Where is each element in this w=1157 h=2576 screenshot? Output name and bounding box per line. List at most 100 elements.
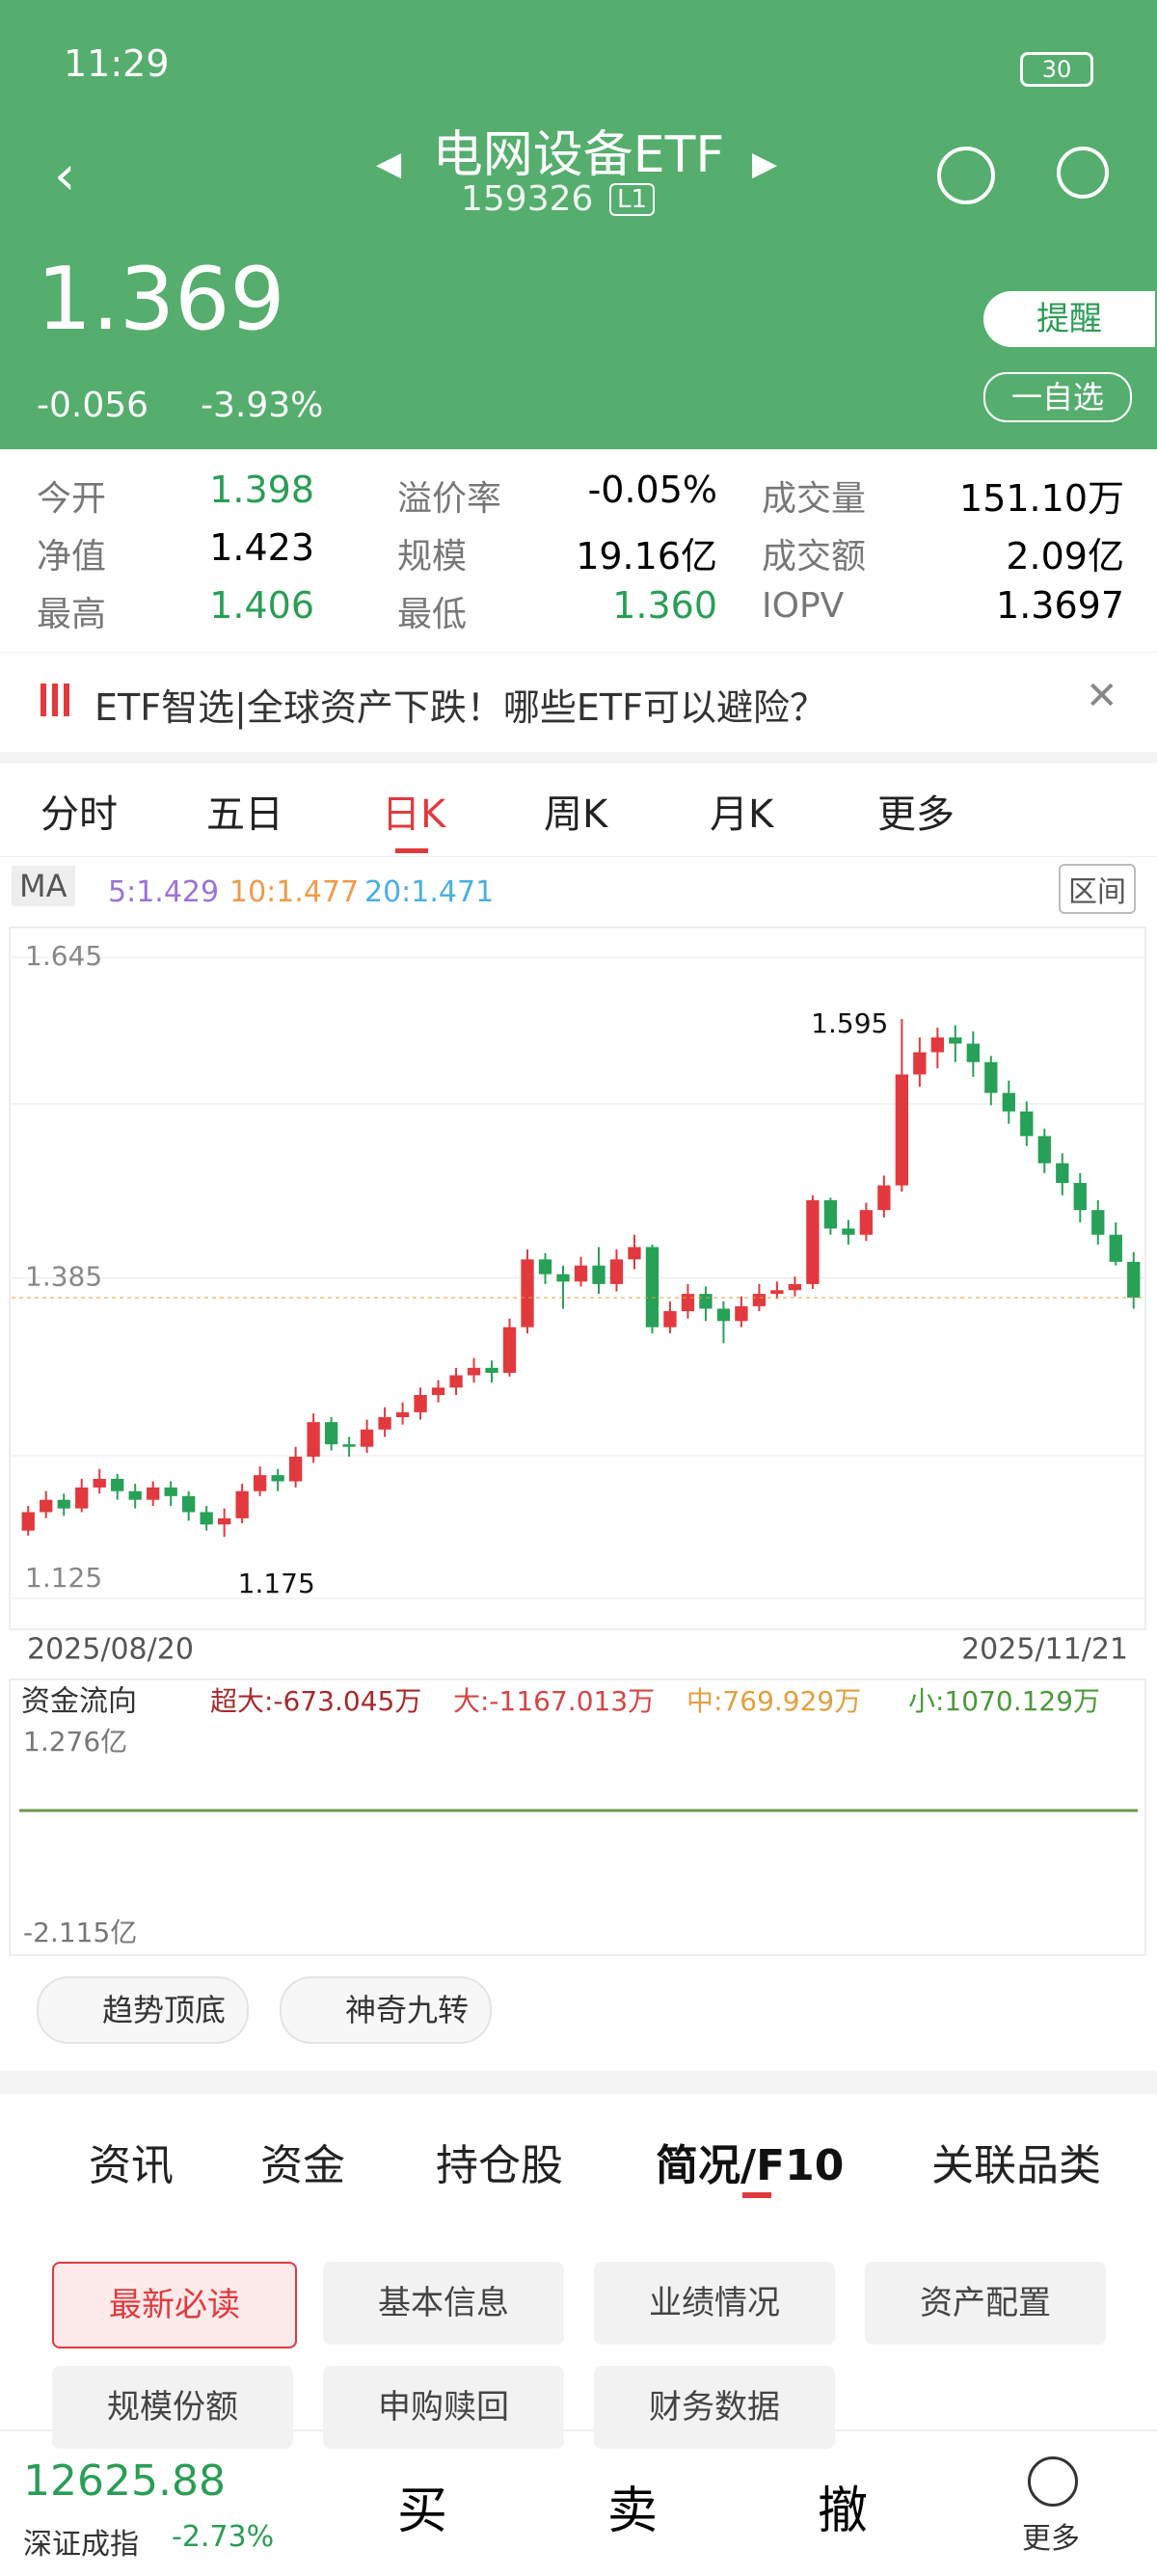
sub-tab[interactable]: 关联品类 <box>931 2141 1101 2190</box>
tool-button[interactable]: 神奇九转 <box>280 1976 493 2044</box>
candle-body <box>75 1487 89 1509</box>
sub-tab[interactable]: 资讯 <box>89 2141 174 2190</box>
tab[interactable]: 月K <box>710 792 774 837</box>
flow-l: 大:-1167.013万 <box>453 1685 655 1717</box>
flow-top: 1.276亿 <box>23 1726 127 1758</box>
candle-body <box>699 1294 713 1309</box>
chip[interactable]: 申购赎回 <box>323 2366 564 2449</box>
info-label: IOPV <box>762 586 845 626</box>
prev[interactable]: ◀ <box>376 145 402 183</box>
candle-body <box>966 1043 980 1062</box>
banner[interactable]: ETF智选|全球资产下跌！哪些ETF可以避险？ ✕ <box>0 652 1157 753</box>
candle-body <box>93 1478 106 1488</box>
candle-body <box>1002 1092 1015 1112</box>
buy[interactable]: 买 <box>397 2482 448 2540</box>
close[interactable]: ✕ <box>1086 674 1118 718</box>
chip[interactable]: 业绩情况 <box>594 2262 835 2345</box>
flow-xl: 超大:-673.045万 <box>210 1685 421 1717</box>
sub-tab[interactable]: 持仓股 <box>436 2141 563 2190</box>
candle-body <box>716 1308 731 1322</box>
candle-body <box>930 1037 944 1053</box>
candle-body <box>1056 1163 1069 1184</box>
info-value: 1.360 <box>612 584 717 627</box>
candle-body <box>823 1199 838 1229</box>
chip[interactable]: 规模份额 <box>52 2366 293 2449</box>
tab-underline <box>395 848 428 853</box>
candle-body <box>609 1259 624 1284</box>
flow-s: 小:1070.129万 <box>908 1685 1100 1717</box>
x-start: 2025/08/20 <box>27 1633 194 1667</box>
sell[interactable]: 卖 <box>607 2482 659 2540</box>
refresh[interactable] <box>937 147 995 204</box>
candle-body <box>111 1478 124 1491</box>
candle-body <box>431 1387 445 1395</box>
more[interactable]: 更多 <box>1022 2522 1080 2556</box>
candle-body <box>752 1294 767 1306</box>
flow-frame <box>9 1678 1146 1956</box>
cancel[interactable]: 撤 <box>818 2482 869 2540</box>
ma-select[interactable]: MA <box>12 866 75 906</box>
candle-body <box>788 1283 802 1291</box>
sub-tab[interactable]: 资金 <box>260 2141 345 2190</box>
candle-body <box>378 1417 391 1430</box>
candle-body <box>253 1475 267 1491</box>
candle-body <box>663 1311 677 1328</box>
candle-body <box>360 1429 374 1447</box>
info-value: 1.406 <box>209 584 314 627</box>
candle-body <box>735 1305 748 1322</box>
x-end: 2025/11/21 <box>961 1633 1128 1667</box>
sub-tab[interactable]: 简况/F10 <box>656 2141 845 2190</box>
chip[interactable]: 财务数据 <box>594 2366 835 2449</box>
chip[interactable]: 资产配置 <box>865 2262 1106 2345</box>
tab[interactable]: 五日 <box>206 792 283 837</box>
footer: 12625.88 深证成指 -2.73% 买 卖 撤 更多 <box>0 2429 1157 2576</box>
flow-title[interactable]: 资金流向 <box>21 1685 137 1719</box>
chip[interactable]: 基本信息 <box>323 2262 564 2345</box>
tab[interactable]: 日K <box>382 792 446 837</box>
candle-body <box>1073 1183 1087 1211</box>
candle-body <box>859 1210 874 1235</box>
candle-body <box>842 1228 855 1235</box>
index-name: 深证成指 <box>23 2528 139 2562</box>
info-label: 净值 <box>37 537 107 577</box>
candle-body <box>681 1294 695 1312</box>
change: -0.056 <box>37 386 149 425</box>
info-label: 成交量 <box>762 479 867 519</box>
more-icon[interactable] <box>1028 2456 1078 2507</box>
flow-m: 中:769.929万 <box>686 1685 861 1717</box>
time: 11:29 <box>64 42 170 85</box>
next[interactable]: ▶ <box>752 145 778 183</box>
index-pct: -2.73% <box>172 2520 275 2554</box>
title: 电网设备ETF <box>432 126 725 184</box>
banner-text: ETF智选|全球资产下跌！哪些ETF可以避险？ <box>94 686 826 729</box>
candle-body <box>770 1290 784 1295</box>
info-label: 最高 <box>37 595 107 634</box>
candle-body <box>913 1052 927 1075</box>
header: 11:29 30 ‹ 电网设备ETF ◀ ▶ 159326 L1 1.369 -… <box>0 0 1157 449</box>
back[interactable]: ‹ <box>54 145 76 207</box>
tab[interactable]: 更多 <box>877 792 955 837</box>
chip[interactable]: 最新必读 <box>52 2262 297 2348</box>
battery: 30 <box>1020 52 1093 87</box>
y-tick-label: 1.645 <box>25 940 102 972</box>
sub-tab-underline <box>742 2192 771 2198</box>
search[interactable] <box>1057 147 1109 199</box>
info-label: 溢价率 <box>397 479 502 519</box>
low-label: 1.175 <box>238 1568 315 1599</box>
chart-frame <box>9 926 1146 1630</box>
remind-button[interactable]: 提醒 <box>983 291 1155 347</box>
candle-body <box>40 1499 53 1513</box>
flow-bottom: -2.115亿 <box>23 1917 137 1948</box>
chart: 2025/08/20 2025/11/21 资金流向 超大:-673.045万 … <box>9 926 1146 1956</box>
tab[interactable]: 周K <box>544 792 608 837</box>
tool-button[interactable]: 趋势顶底 <box>37 1976 250 2044</box>
range-button[interactable]: 区间 <box>1059 864 1136 914</box>
tab[interactable]: 分时 <box>40 792 118 837</box>
watch-button[interactable]: 一自选 <box>983 372 1132 422</box>
info-label: 今开 <box>37 479 107 519</box>
candle-body <box>984 1061 998 1093</box>
info-value: 151.10万 <box>959 477 1124 520</box>
candle-body <box>235 1490 249 1518</box>
index-value: 12625.88 <box>23 2456 226 2506</box>
banner-icon <box>40 684 69 716</box>
